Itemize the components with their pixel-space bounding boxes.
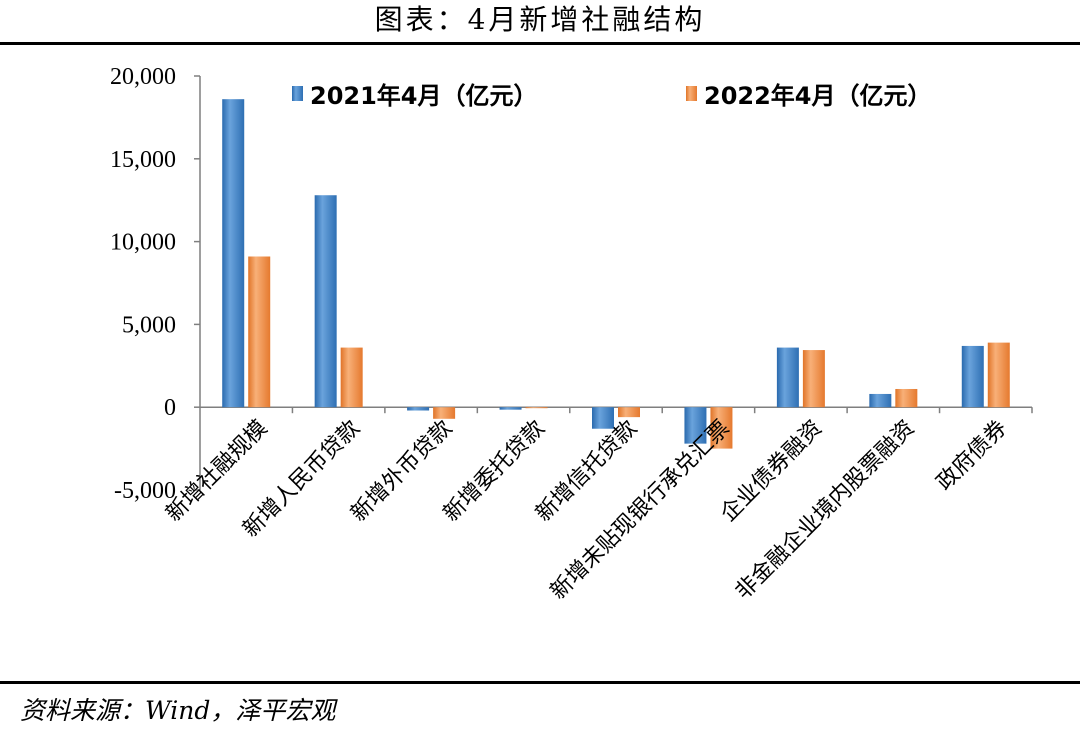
title-divider — [0, 42, 1080, 45]
chart-legend: 2021年4月（亿元） 2022年4月（亿元） — [292, 82, 932, 110]
chart-axes — [194, 75, 1033, 491]
bar-2022-2 — [433, 407, 456, 419]
y-tick-label: -5,000 — [114, 478, 176, 504]
bar-2022-0 — [248, 256, 271, 408]
y-tick-label: 10,000 — [110, 230, 176, 256]
chart-bars — [222, 99, 1010, 449]
bar-2021-6 — [776, 347, 799, 408]
bar-2021-1 — [314, 195, 337, 408]
bar-2022-3 — [525, 407, 548, 409]
legend-label-2022: 2022年4月（亿元） — [704, 82, 932, 110]
y-tick-label: 0 — [164, 395, 176, 421]
y-tick-label: 20,000 — [110, 64, 176, 90]
bar-2022-1 — [340, 347, 363, 408]
bar-2021-7 — [869, 393, 892, 408]
bar-chart: 20,00015,00010,0005,0000-5,000新增社融规模新增人民… — [110, 64, 1033, 605]
footer-divider — [0, 681, 1080, 684]
x-category-label: 新增未贴现银行承兑汇票 — [546, 416, 735, 605]
bar-2022-8 — [987, 342, 1010, 408]
bar-2022-4 — [618, 407, 640, 418]
bar-2021-3 — [499, 407, 522, 410]
bar-2021-0 — [222, 99, 245, 408]
legend-label-2021: 2021年4月（亿元） — [310, 82, 538, 110]
bar-2022-5 — [710, 407, 733, 449]
chart-title: 图表：4月新增社融结构 — [374, 3, 706, 36]
x-category-label: 政府债券 — [932, 416, 1012, 496]
y-tick-label: 15,000 — [110, 147, 176, 173]
bar-2022-7 — [895, 388, 918, 408]
x-category-label: 非金融企业境内股票融资 — [731, 416, 920, 605]
bar-2021-2 — [407, 407, 430, 411]
y-tick-label: 5,000 — [122, 312, 176, 338]
bar-2021-8 — [961, 345, 984, 408]
bar-2021-5 — [684, 407, 707, 444]
legend-swatch-2021 — [292, 86, 303, 101]
bar-2022-6 — [802, 350, 825, 408]
chart-labels: 20,00015,00010,0005,0000-5,000新增社融规模新增人民… — [110, 64, 1012, 605]
source-note: 资料来源：Wind，泽平宏观 — [20, 696, 336, 725]
bar-2021-4 — [592, 407, 614, 429]
legend-swatch-2022 — [686, 86, 697, 101]
